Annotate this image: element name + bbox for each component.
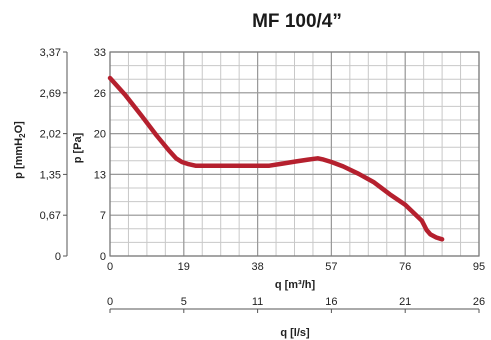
- y-axis-mmh2o: 0 0,67 1,35 2,02 2,69 3,37: [40, 47, 68, 263]
- y-tick-pa: 0: [100, 251, 106, 263]
- y-axis-label-pa: p [Pa]: [72, 132, 84, 163]
- y2-label-end: O]: [13, 121, 25, 134]
- x-axis-ls: 0 5 11 16 21 26: [107, 296, 485, 313]
- x-tick-m3h: 19: [178, 261, 190, 273]
- x-axis-label-ls: q [l/s]: [280, 327, 310, 339]
- plot-frame: [109, 51, 480, 257]
- y-axis-label-mmh2o: p [mmH2O]: [13, 121, 27, 179]
- x-tick-m3h: 38: [251, 261, 263, 273]
- x-tick-m3h: 76: [399, 261, 411, 273]
- x-tick-m3h: 0: [107, 261, 113, 273]
- x-tick-ls: 26: [473, 296, 485, 308]
- y-tick-mmh2o: 2,02: [40, 129, 61, 141]
- y-tick-pa: 13: [94, 169, 106, 181]
- x-tick-ls: 11: [252, 296, 263, 308]
- x-tick-ls: 16: [325, 296, 337, 308]
- y-tick-pa: 7: [100, 210, 106, 222]
- y-axis-pa: 0 7 13 20 26 33: [94, 47, 106, 263]
- y-tick-mmh2o: 0,67: [40, 210, 61, 222]
- x-axis-label-m3h: q [m³/h]: [275, 279, 316, 291]
- x-tick-ls: 5: [181, 296, 187, 308]
- y2-label-main: p [mmH: [13, 138, 25, 179]
- y-tick-pa: 26: [94, 88, 106, 100]
- x-tick-m3h: 95: [473, 261, 485, 273]
- y-tick-pa: 20: [94, 129, 106, 141]
- y-tick-mmh2o: 3,37: [40, 47, 61, 59]
- x-tick-m3h: 57: [325, 261, 337, 273]
- y-tick-pa: 33: [94, 47, 106, 59]
- y-tick-mmh2o: 1,35: [40, 169, 61, 181]
- y-tick-mmh2o: 2,69: [40, 88, 61, 100]
- chart-title: MF 100/4”: [252, 11, 342, 32]
- x-tick-ls: 21: [399, 296, 411, 308]
- pressure-curve: [107, 75, 445, 242]
- x-axis-m3h: 0 19 38 57 76 95: [107, 261, 485, 273]
- x-tick-ls: 0: [107, 296, 113, 308]
- y-tick-mmh2o: 0: [55, 251, 61, 263]
- y2-label-sub: 2: [18, 133, 27, 138]
